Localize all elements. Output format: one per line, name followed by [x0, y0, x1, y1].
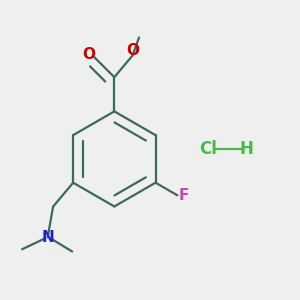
Text: Cl: Cl	[199, 140, 217, 158]
Text: H: H	[240, 140, 254, 158]
Text: F: F	[179, 188, 189, 203]
Text: O: O	[82, 47, 95, 62]
Text: N: N	[41, 230, 54, 245]
Text: O: O	[127, 43, 140, 58]
